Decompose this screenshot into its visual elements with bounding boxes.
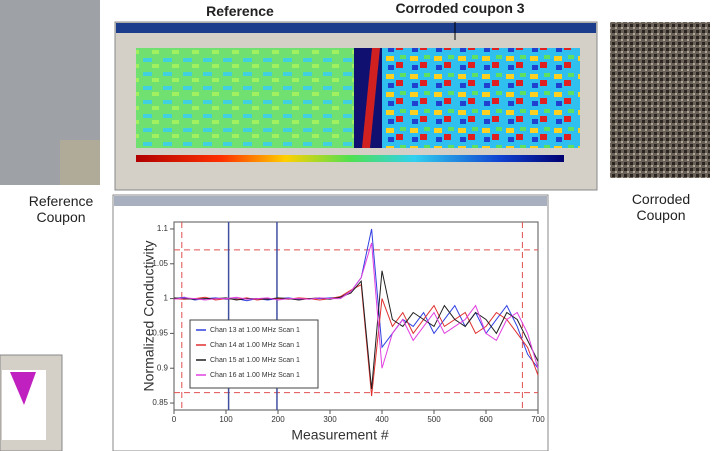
- series-line: [173, 242, 539, 369]
- x-tick-label: 500: [427, 415, 441, 424]
- legend-label: Chan 16 at 1.00 MHz Scan 1: [210, 372, 300, 379]
- y-tick-label: 0.95: [152, 329, 168, 338]
- x-axis-label: Measurement #: [291, 427, 388, 443]
- x-tick-label: 0: [172, 415, 177, 424]
- chart-title-bar: [114, 196, 547, 206]
- x-tick-label: 200: [271, 415, 285, 424]
- y-tick-label: 0.9: [157, 363, 169, 372]
- x-tick-label: 300: [323, 415, 337, 424]
- legend-label: Chan 15 at 1.00 MHz Scan 1: [210, 357, 300, 364]
- legend: [189, 319, 319, 389]
- x-tick-label: 700: [531, 415, 545, 424]
- reference-label: Reference: [206, 3, 274, 19]
- corroded-photo: [610, 22, 710, 178]
- corroded-coupon-label: Corroded Coupon: [631, 191, 691, 223]
- scan-corroded: [382, 48, 580, 148]
- scan-reference: [136, 48, 354, 148]
- series-line: [173, 270, 539, 390]
- legend-label: Chan 14 at 1.00 MHz Scan 1: [210, 342, 300, 349]
- title-bar: [116, 23, 596, 33]
- reference-coupon-label: Reference Coupon: [28, 193, 94, 225]
- y-tick-label: 0.85: [152, 398, 168, 407]
- y-tick-label: 1.05: [152, 259, 168, 268]
- y-axis-label: Normalized Conductivity: [141, 241, 157, 392]
- scan-edge: [362, 48, 380, 148]
- y-tick-label: 1: [164, 294, 169, 303]
- x-tick-label: 100: [219, 415, 233, 424]
- x-tick-label: 400: [375, 415, 389, 424]
- legend-label: Chan 13 at 1.00 MHz Scan 1: [210, 327, 300, 334]
- partial-shape: [10, 372, 36, 405]
- y-tick-label: 1.1: [157, 224, 169, 233]
- colorbar: [136, 155, 564, 162]
- x-tick-label: 600: [479, 415, 493, 424]
- corroded-label: Corroded coupon 3: [395, 0, 525, 16]
- photo-patch: [60, 140, 100, 185]
